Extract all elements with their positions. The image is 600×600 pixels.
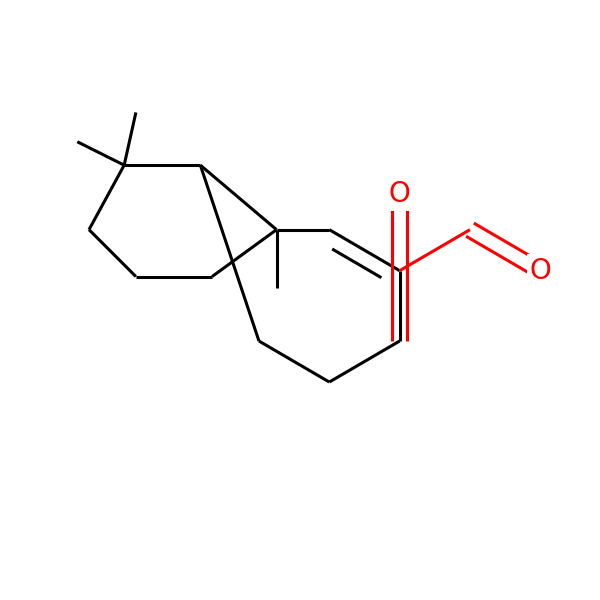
Text: O: O [529, 257, 551, 284]
Text: O: O [389, 181, 410, 208]
